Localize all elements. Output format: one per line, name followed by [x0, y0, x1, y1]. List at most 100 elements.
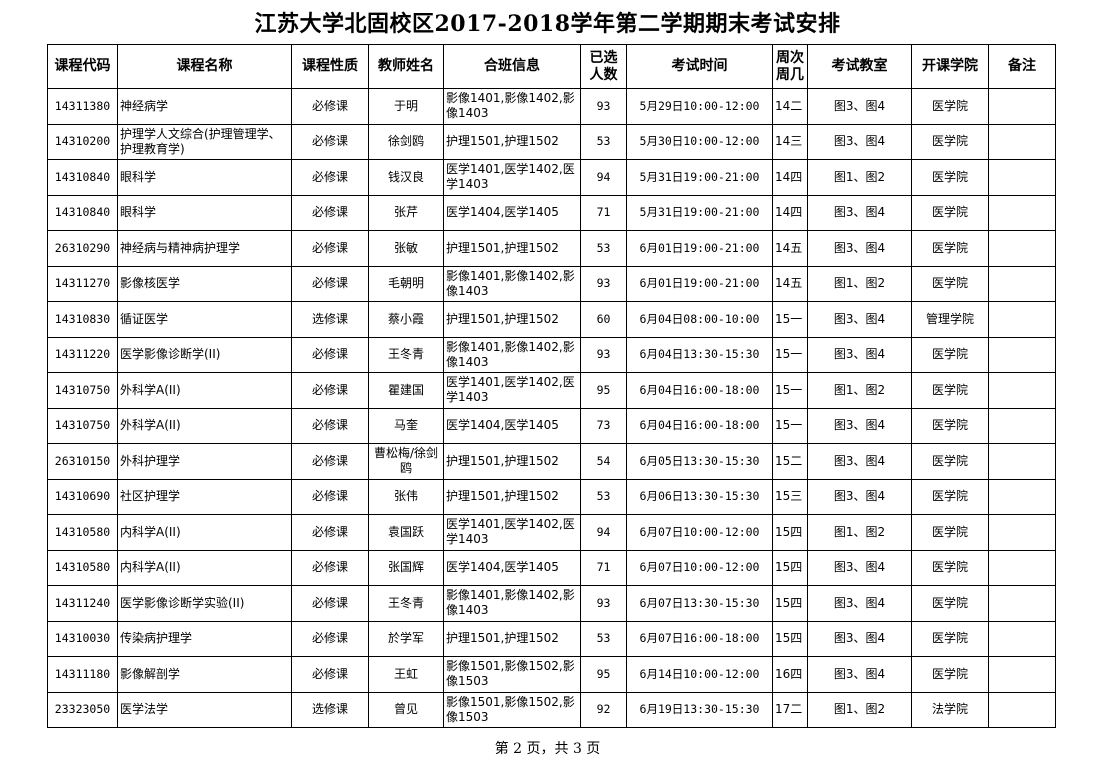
cell-remarks [988, 514, 1056, 551]
cell-course-code: 14311220 [47, 336, 118, 373]
cell-enrolled-count: 95 [580, 656, 627, 693]
cell-course-code: 14311270 [47, 265, 118, 302]
cell-exam-time: 6月19日13:30-15:30 [626, 691, 773, 728]
cell-remarks [988, 88, 1056, 125]
cell-week-day: 15一 [772, 336, 808, 373]
cell-class-info: 影像1501,影像1502,影像1503 [443, 656, 581, 693]
cell-week-day: 15一 [772, 301, 808, 338]
cell-course-code: 14310840 [47, 159, 118, 196]
table-row: 26310290 神经病与精神病护理学 必修课 张敏 护理1501,护理1502 53 6月… [47, 230, 1056, 267]
cell-week-day: 14四 [772, 159, 808, 196]
cell-enrolled-count: 94 [580, 514, 627, 551]
cell-class-info: 影像1401,影像1402,影像1403 [443, 336, 581, 373]
cell-course-code: 14310200 [47, 123, 118, 160]
cell-enrolled-count: 53 [580, 230, 627, 267]
cell-course-type: 必修课 [291, 265, 369, 302]
cell-college: 医学院 [911, 407, 989, 444]
cell-college: 医学院 [911, 443, 989, 480]
cell-exam-room: 图1、图2 [807, 265, 912, 302]
cell-remarks [988, 549, 1056, 586]
cell-teacher: 徐剑鸥 [368, 123, 444, 160]
cell-course-name: 外科学A(II) [117, 407, 292, 444]
cell-week-day: 14四 [772, 194, 808, 231]
cell-college: 医学院 [911, 265, 989, 302]
cell-week-day: 16四 [772, 656, 808, 693]
cell-course-type: 必修课 [291, 585, 369, 622]
cell-course-type: 必修课 [291, 407, 369, 444]
cell-college: 管理学院 [911, 301, 989, 338]
cell-teacher: 张伟 [368, 478, 444, 515]
cell-college: 医学院 [911, 230, 989, 267]
table-row: 14310030 传染病护理学 必修课 於学军 护理1501,护理1502 53 6月07日… [47, 620, 1056, 657]
cell-course-code: 14311180 [47, 656, 118, 693]
cell-college: 医学院 [911, 336, 989, 373]
table-row: 14310750 外科学A(II) 必修课 瞿建国 医学1401,医学1402,医学14… [47, 372, 1056, 409]
cell-remarks [988, 265, 1056, 302]
cell-teacher: 曾见 [368, 691, 444, 728]
cell-remarks [988, 443, 1056, 480]
cell-teacher: 於学军 [368, 620, 444, 657]
cell-remarks [988, 230, 1056, 267]
cell-enrolled-count: 93 [580, 88, 627, 125]
cell-class-info: 护理1501,护理1502 [443, 301, 581, 338]
cell-enrolled-count: 93 [580, 265, 627, 302]
table-row: 14310580 内科学A(II) 必修课 张国辉 医学1404,医学1405 71 6月0… [47, 549, 1056, 586]
cell-exam-room: 图3、图4 [807, 123, 912, 160]
cell-class-info: 医学1404,医学1405 [443, 194, 581, 231]
cell-exam-room: 图3、图4 [807, 585, 912, 622]
cell-teacher: 王冬青 [368, 585, 444, 622]
cell-course-type: 必修课 [291, 123, 369, 160]
cell-college: 医学院 [911, 620, 989, 657]
cell-course-code: 14310750 [47, 372, 118, 409]
cell-teacher: 袁国跃 [368, 514, 444, 551]
cell-exam-time: 5月30日10:00-12:00 [626, 123, 773, 160]
cell-course-type: 必修课 [291, 372, 369, 409]
cell-course-name: 内科学A(II) [117, 549, 292, 586]
cell-enrolled-count: 71 [580, 194, 627, 231]
cell-class-info: 医学1401,医学1402,医学1403 [443, 514, 581, 551]
column-header-course-code: 课程代码 [47, 44, 118, 89]
cell-exam-time: 6月01日19:00-21:00 [626, 265, 773, 302]
cell-exam-room: 图1、图2 [807, 691, 912, 728]
cell-enrolled-count: 53 [580, 620, 627, 657]
cell-teacher: 于明 [368, 88, 444, 125]
cell-course-code: 14310580 [47, 549, 118, 586]
cell-college: 医学院 [911, 514, 989, 551]
cell-course-name: 神经病与精神病护理学 [117, 230, 292, 267]
cell-week-day: 15四 [772, 620, 808, 657]
table-row: 26310150 外科护理学 必修课 曹松梅/徐剑鸥 护理1501,护理1502 54 6月… [47, 443, 1056, 480]
cell-week-day: 14二 [772, 88, 808, 125]
cell-exam-time: 6月01日19:00-21:00 [626, 230, 773, 267]
cell-exam-room: 图3、图4 [807, 478, 912, 515]
cell-course-code: 14310830 [47, 301, 118, 338]
cell-exam-time: 6月07日10:00-12:00 [626, 549, 773, 586]
cell-course-type: 必修课 [291, 478, 369, 515]
cell-exam-room: 图3、图4 [807, 301, 912, 338]
cell-exam-time: 5月29日10:00-12:00 [626, 88, 773, 125]
cell-course-code: 14310030 [47, 620, 118, 657]
cell-enrolled-count: 73 [580, 407, 627, 444]
cell-week-day: 14五 [772, 265, 808, 302]
cell-teacher: 张敏 [368, 230, 444, 267]
cell-remarks [988, 691, 1056, 728]
header-row: 课程代码 课程名称 课程性质 教师姓名 合班信息 已选人数 考试时间 周次周几 考试教室 开课学院… [47, 44, 1056, 89]
cell-course-type: 必修课 [291, 159, 369, 196]
cell-exam-time: 6月06日13:30-15:30 [626, 478, 773, 515]
column-header-class-info: 合班信息 [443, 44, 581, 89]
cell-enrolled-count: 93 [580, 585, 627, 622]
cell-college: 医学院 [911, 123, 989, 160]
cell-class-info: 护理1501,护理1502 [443, 230, 581, 267]
cell-class-info: 医学1404,医学1405 [443, 407, 581, 444]
cell-course-type: 选修课 [291, 691, 369, 728]
cell-course-code: 14311240 [47, 585, 118, 622]
cell-week-day: 15四 [772, 585, 808, 622]
cell-enrolled-count: 53 [580, 478, 627, 515]
cell-class-info: 护理1501,护理1502 [443, 620, 581, 657]
cell-week-day: 14五 [772, 230, 808, 267]
cell-enrolled-count: 94 [580, 159, 627, 196]
cell-teacher: 马奎 [368, 407, 444, 444]
cell-class-info: 医学1404,医学1405 [443, 549, 581, 586]
cell-remarks [988, 656, 1056, 693]
cell-course-type: 选修课 [291, 301, 369, 338]
cell-course-name: 社区护理学 [117, 478, 292, 515]
